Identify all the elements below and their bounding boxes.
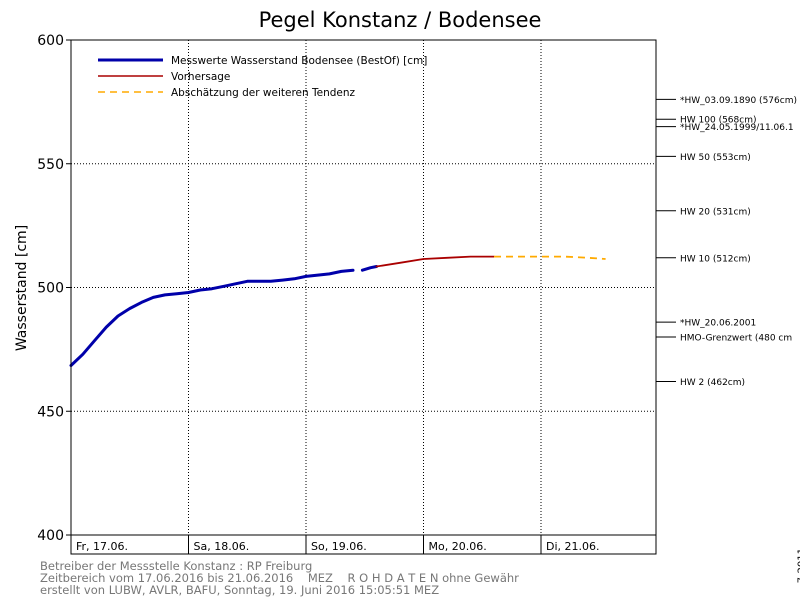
y-tick-label: 600	[37, 33, 64, 49]
legend-label-trend: Abschätzung der weiteren Tendenz	[171, 87, 356, 99]
grid	[71, 40, 656, 535]
threshold-label: HW 50 (553cm)	[680, 153, 751, 163]
y-tick-label: 450	[37, 404, 64, 420]
series-line-0	[69, 268, 355, 367]
y-tick-label: 550	[37, 157, 64, 173]
threshold-label: *HW_03.09.1890 (576cm)	[680, 96, 797, 106]
footer-time-range: Zeitbereich vom 17.06.2016 bis 21.06.201…	[40, 571, 519, 585]
y-tick-label: 400	[37, 528, 64, 544]
threshold-label: HW 100 (568cm)	[680, 116, 756, 126]
x-tick-label: Di, 21.06.	[546, 540, 600, 553]
x-ticks: Fr, 17.06. Sa, 18.06. So, 19.06. Mo, 20.06.…	[76, 535, 600, 554]
threshold-annotations: *HW_03.09.1890 (576cm)HW 100 (568cm)*HW_…	[656, 96, 797, 388]
series-layer	[69, 255, 606, 367]
series-line-1	[360, 265, 378, 272]
legend-label-measured: Messwerte Wasserstand Bodensee (BestOf) …	[171, 55, 427, 67]
threshold-label: HW 10 (512cm)	[680, 254, 751, 264]
side-version-label: 7-2011	[796, 548, 800, 584]
footer-created-by: erstellt von LUBW, AVLR, BAFU, Sonntag, …	[40, 583, 440, 597]
series-line-2	[375, 255, 495, 268]
x-tick-label: Mo, 20.06.	[429, 540, 487, 553]
threshold-label: HMO-Grenzwert (480 cm	[680, 334, 792, 344]
series-line-3	[494, 255, 606, 260]
threshold-label: HW 2 (462cm)	[680, 378, 745, 388]
x-tick-label: So, 19.06.	[311, 540, 367, 553]
legend: Messwerte Wasserstand Bodensee (BestOf) …	[98, 55, 427, 99]
x-tick-label: Fr, 17.06.	[76, 540, 128, 553]
y-tick-label: 500	[37, 281, 64, 297]
x-tick-label: Sa, 18.06.	[194, 540, 250, 553]
plot-frame	[70, 39, 657, 555]
y-ticks: 400 450 500 550 600	[37, 33, 71, 544]
footer-operator: Betreiber der Messstelle Konstanz : RP F…	[40, 559, 313, 573]
chart-title: Pegel Konstanz / Bodensee	[259, 8, 542, 32]
threshold-label: HW 20 (531cm)	[680, 207, 751, 217]
y-axis-label: Wasserstand [cm]	[14, 225, 30, 351]
threshold-label: *HW_24.05.1999/11.06.1	[680, 123, 794, 133]
legend-label-forecast: Vorhersage	[171, 71, 230, 83]
threshold-label: *HW_20.06.2001	[680, 319, 756, 329]
